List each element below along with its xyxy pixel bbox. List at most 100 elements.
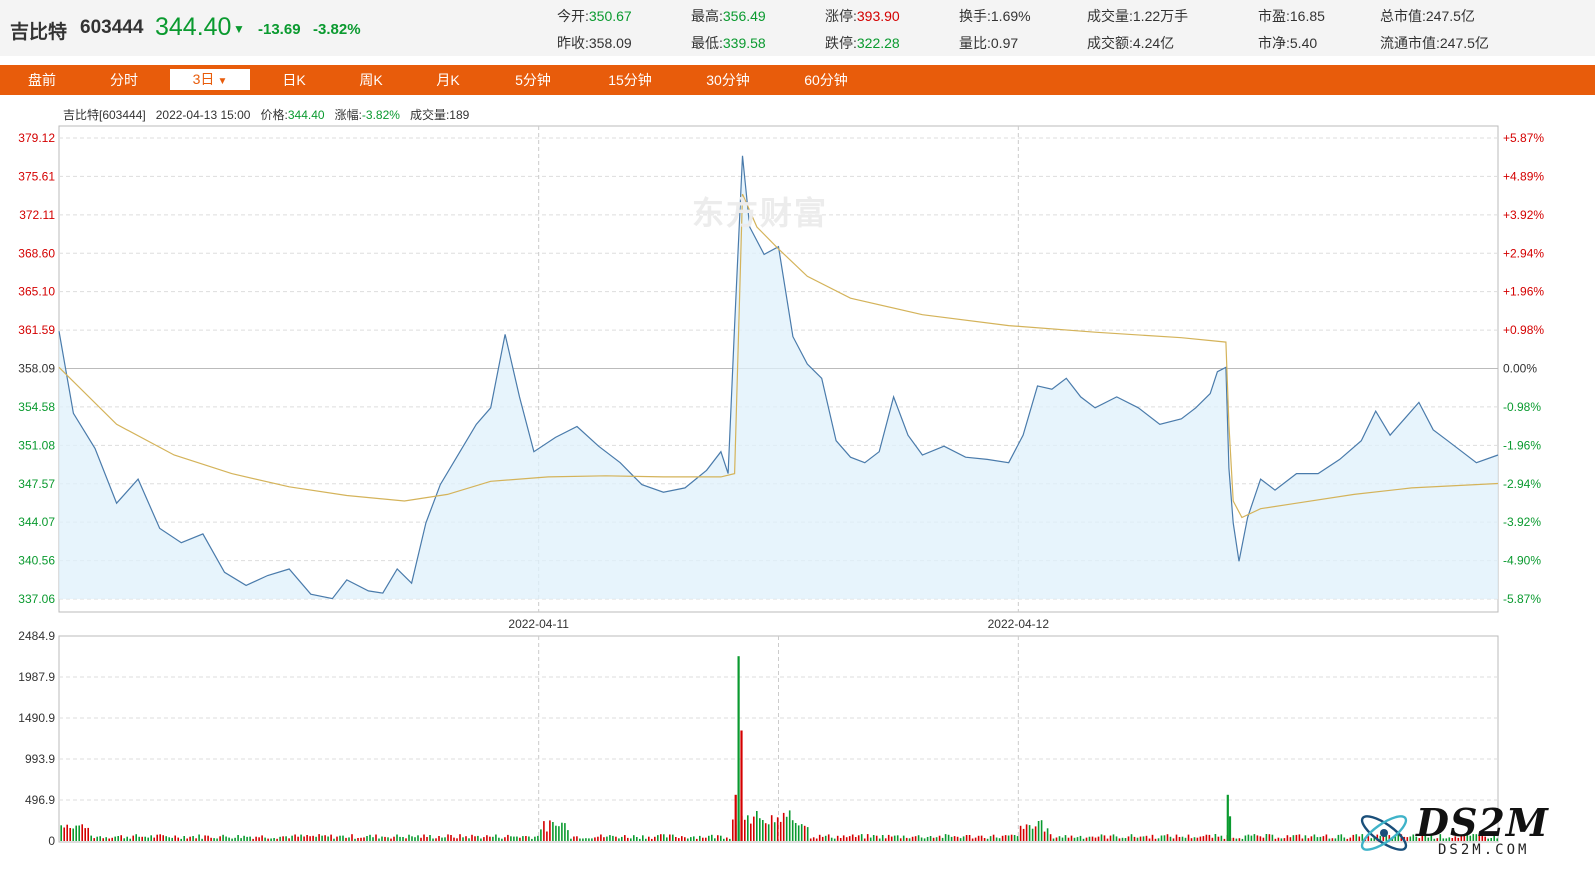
volume-bar <box>932 837 935 841</box>
volume-bar <box>1310 836 1313 841</box>
volume-bar <box>729 838 731 841</box>
volume-bar <box>971 838 974 841</box>
volume-bar <box>809 838 812 841</box>
volume-bar <box>762 820 764 841</box>
volume-bar <box>1361 834 1364 841</box>
volume-bar <box>231 838 233 841</box>
y2-tick-label: -4.90% <box>1503 554 1541 568</box>
volume-bar <box>1022 828 1025 841</box>
volume-bar <box>1460 836 1463 841</box>
volume-bar <box>974 837 977 841</box>
volume-bar <box>875 835 878 841</box>
volume-bar <box>429 835 431 841</box>
volume-bar <box>869 837 872 841</box>
y2-tick-label: -5.87% <box>1503 592 1541 606</box>
info-pct: -3.82% <box>361 108 400 122</box>
volume-bar <box>1409 836 1412 841</box>
tab-60min[interactable]: 60分钟 <box>804 72 848 88</box>
volume-bar <box>483 837 485 841</box>
volume-bar <box>207 835 209 841</box>
volume-bar <box>1427 837 1430 841</box>
volume-bar <box>168 837 170 841</box>
volume-bar <box>549 820 551 841</box>
volume-bar <box>815 838 818 841</box>
volume-bar <box>273 838 275 841</box>
stat-volume-ratio: 量比:0.97 <box>959 35 1019 51</box>
volume-bar <box>477 835 479 841</box>
volume-bar <box>1067 837 1070 841</box>
stat-limit-up: 涨停:393.90 <box>825 8 900 24</box>
volume-bar <box>192 836 194 841</box>
volume-bar <box>612 835 614 841</box>
info-datetime: 2022-04-13 15:00 <box>155 108 251 122</box>
volume-bar <box>108 838 110 841</box>
volume-bar <box>851 834 854 841</box>
volume-bar <box>1040 820 1043 841</box>
volume-bar <box>1001 835 1004 841</box>
chevron-down-icon: ▼ <box>217 76 228 87</box>
volume-bar <box>1385 835 1388 841</box>
volume-peak-bar <box>1228 816 1232 841</box>
volume-bar <box>797 825 800 841</box>
volume-bar <box>1340 834 1343 841</box>
volume-bar <box>180 838 182 841</box>
volume-bar <box>528 836 530 841</box>
volume-bar <box>1367 834 1370 841</box>
volume-bar <box>660 834 662 841</box>
volume-bar <box>603 837 605 841</box>
volume-bar <box>495 834 497 841</box>
volume-bar <box>114 836 116 841</box>
tab-intraday[interactable]: 分时 <box>110 72 138 88</box>
tab-15min[interactable]: 15分钟 <box>608 72 652 88</box>
volume-bar <box>1358 836 1361 841</box>
volume-bar <box>525 836 527 841</box>
volume-bar <box>354 838 356 841</box>
volume-bar <box>585 838 587 841</box>
volume-bar <box>1466 834 1469 841</box>
volume-peak-bar <box>734 794 737 841</box>
volume-bar <box>336 836 338 841</box>
volume-bar <box>246 836 248 841</box>
volume-bar <box>1181 836 1184 841</box>
volume-bar <box>965 835 968 841</box>
info-price: 344.40 <box>287 108 325 122</box>
tab-30min[interactable]: 30分钟 <box>706 72 750 88</box>
volume-bar <box>1169 836 1172 841</box>
volume-bar <box>387 837 389 841</box>
logo-subtext: DS2M.COM <box>1438 842 1530 858</box>
volume-bar <box>1496 838 1498 841</box>
volume-bar <box>69 828 71 841</box>
volume-bar <box>1268 834 1271 841</box>
volume-bar <box>1004 835 1007 841</box>
volume-bar <box>333 838 335 841</box>
volume-bar <box>1055 837 1058 841</box>
volume-bar <box>1274 838 1277 841</box>
tab-weekly-k[interactable]: 周K <box>359 72 383 88</box>
volume-bar <box>767 824 770 841</box>
tab-3day[interactable]: 3日 ▼ <box>170 69 250 90</box>
volume-bar <box>609 835 611 841</box>
volume-bar <box>291 835 293 841</box>
tab-daily-k[interactable]: 日K <box>282 72 306 88</box>
volume-bar <box>480 838 482 841</box>
tab-premarket[interactable]: 盘前 <box>28 72 56 88</box>
volume-bar <box>105 837 107 841</box>
volume-bar <box>782 812 785 841</box>
volume-bar <box>750 823 752 841</box>
volume-bar <box>558 826 560 841</box>
volume-bar <box>126 836 128 841</box>
volume-bar <box>579 838 581 841</box>
volume-bar <box>1424 836 1427 841</box>
volume-bar <box>1133 836 1136 841</box>
volume-bar <box>1439 834 1442 841</box>
volume-bar <box>1076 837 1079 841</box>
volume-bar <box>983 838 986 841</box>
volume-bar <box>1295 834 1298 841</box>
price-change: -13.69 <box>258 21 301 38</box>
tab-5min[interactable]: 5分钟 <box>515 72 551 88</box>
volume-bar <box>153 837 155 841</box>
volume-bar <box>1205 834 1208 841</box>
volume-bar <box>902 835 905 841</box>
tab-monthly-k[interactable]: 月K <box>436 72 460 88</box>
volume-bar <box>935 837 938 841</box>
